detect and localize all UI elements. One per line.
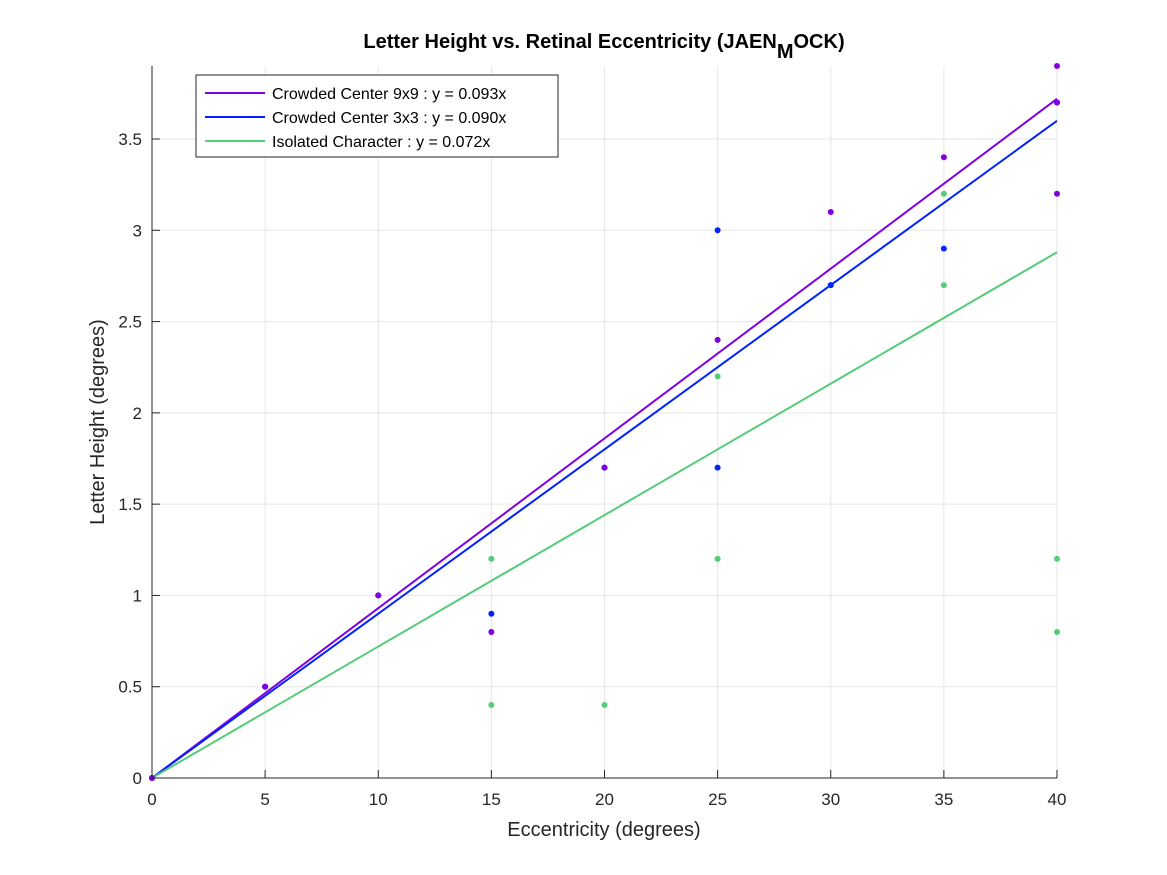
chart-title: Letter Height vs. Retinal Eccentricity (… [363, 31, 844, 63]
data-point-series-1 [1054, 63, 1060, 69]
y-axis-label: Letter Height (degrees) [87, 319, 109, 525]
data-point-series-3 [488, 701, 495, 708]
chart-title-suffix: OCK) [794, 31, 845, 53]
data-point-series-3 [940, 282, 947, 289]
x-axis-label: Eccentricity (degrees) [507, 819, 700, 841]
data-point-series-3 [1054, 555, 1060, 562]
data-point-series-2 [827, 282, 834, 289]
legend: Crowded Center 9x9 : y = 0.093x Crowded C… [195, 74, 559, 158]
data-point-series-3 [714, 373, 721, 380]
data-point-series-3 [714, 555, 721, 562]
y-tick-label: 0.5 [118, 678, 142, 697]
data-point-series-2 [488, 610, 495, 617]
x-tick-labels: 0 5 10 15 20 25 30 35 40 [147, 790, 1066, 809]
fit-line-2 [151, 119, 1058, 779]
fit-line-3 [151, 251, 1058, 779]
data-point-series-1 [940, 154, 947, 161]
data-point-series-2 [714, 464, 721, 471]
y-tick-labels: 0 0.5 1 1.5 2 2.5 3 3.5 [118, 130, 142, 788]
x-tick-label: 25 [708, 790, 727, 809]
chart-title-subscript: M [777, 41, 794, 63]
x-tick-label: 5 [260, 790, 269, 809]
data-point-series-2 [940, 245, 947, 252]
x-tick-label: 35 [934, 790, 953, 809]
data-point-series-1 [1054, 99, 1060, 106]
x-tick-label: 20 [595, 790, 614, 809]
axes [151, 66, 1058, 779]
y-tick-label: 1.5 [118, 495, 142, 514]
data-point-series-3 [940, 190, 947, 197]
legend-label-3: Isolated Character : y = 0.072x [272, 134, 490, 151]
fit-lines [151, 98, 1058, 779]
y-tick-label: 2 [133, 404, 142, 423]
data-point-series-1 [601, 464, 608, 471]
y-tick-label: 3 [133, 221, 142, 240]
x-tick-label: 0 [147, 790, 156, 809]
x-tick-label: 30 [821, 790, 840, 809]
data-point-series-1 [488, 628, 495, 635]
data-point-series-1 [375, 592, 382, 599]
data-points [149, 63, 1060, 781]
y-tick-label: 3.5 [118, 130, 142, 149]
y-tick-label: 2.5 [118, 313, 142, 332]
data-point-series-1 [714, 336, 721, 343]
data-point-series-1 [1054, 190, 1060, 197]
legend-label-2: Crowded Center 3x3 : y = 0.090x [272, 110, 506, 127]
data-point-series-1 [262, 683, 269, 690]
x-tick-label: 40 [1048, 790, 1067, 809]
data-point-series-3 [488, 555, 495, 562]
chart-title-prefix: Letter Height vs. Retinal Eccentricity (… [363, 31, 776, 53]
data-point-series-3 [1054, 628, 1060, 635]
fit-line-1 [151, 98, 1058, 779]
data-point-series-3 [601, 701, 608, 708]
data-point-series-1 [827, 209, 834, 216]
data-point-series-2 [714, 227, 721, 234]
x-tick-label: 15 [482, 790, 501, 809]
y-tick-label: 0 [133, 769, 142, 788]
x-tick-label: 10 [369, 790, 388, 809]
y-tick-label: 1 [133, 586, 142, 605]
legend-label-1: Crowded Center 9x9 : y = 0.093x [272, 86, 506, 103]
